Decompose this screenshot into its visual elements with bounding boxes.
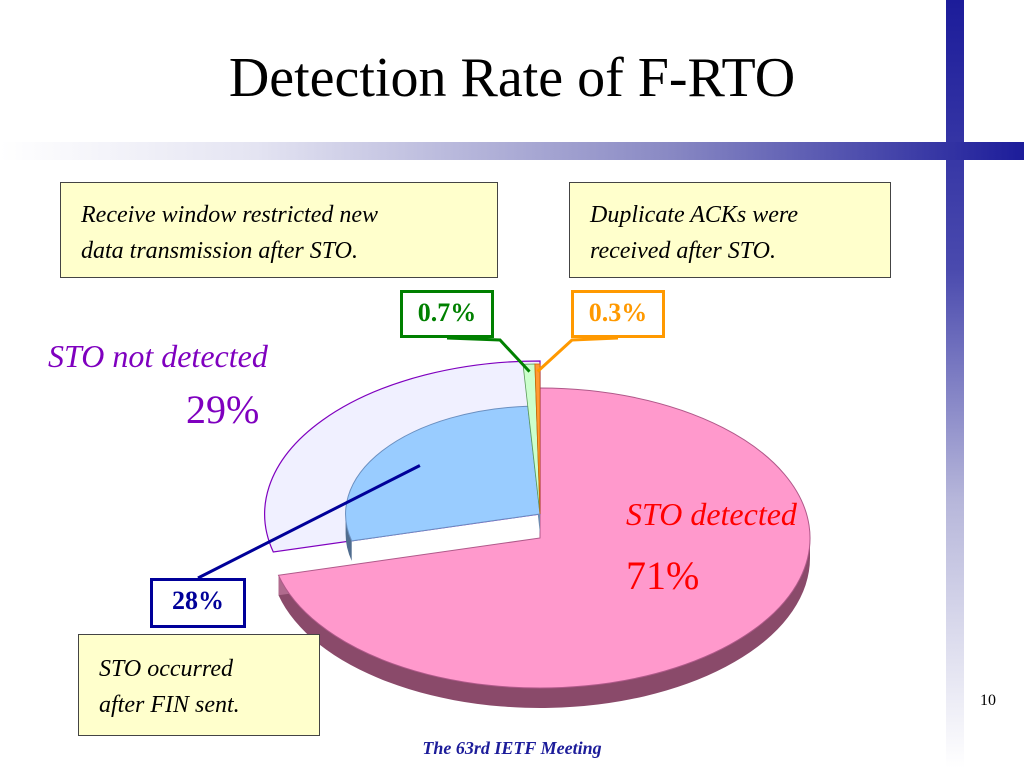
slice-label-not-detected: STO not detected [48, 338, 268, 374]
note-fin-sent: STO occurred after FIN sent. [78, 634, 320, 736]
slice-label-detected: STO detected [626, 496, 797, 532]
slice-fin [345, 405, 541, 542]
slide-title: Detection Rate of F-RTO [228, 47, 796, 109]
leader-rwnd [446, 336, 531, 373]
decor-vertical-bar [946, 0, 964, 768]
slice-value-not-detected: 29% [186, 387, 260, 432]
page-number: 10 [980, 692, 996, 709]
decor-horizontal-bar [0, 142, 1024, 160]
slice-value-detected: 71% [626, 553, 700, 598]
slice-detected [277, 387, 811, 689]
note-duplicate-acks-line-1: Duplicate ACKs were [590, 202, 798, 228]
note-duplicate-acks-line-2: received after STO. [590, 238, 776, 264]
leader-dupack [536, 336, 619, 373]
note-duplicate-acks: Duplicate ACKs were received after STO. [569, 182, 891, 278]
note-fin-sent-line-1: STO occurred [99, 656, 233, 682]
data-label-dupack: 0.3% [571, 290, 665, 338]
leader-fin [197, 464, 421, 580]
footer-text: The 63rd IETF Meeting [422, 738, 602, 758]
note-fin-sent-line-2: after FIN sent. [99, 692, 240, 718]
data-label-rwnd: 0.7% [400, 290, 494, 338]
slice-dupack [534, 363, 541, 515]
note-receive-window: Receive window restricted new data trans… [60, 182, 498, 278]
note-receive-window-line-2: data transmission after STO. [81, 238, 358, 264]
slice-fin-side [345, 514, 352, 561]
data-label-fin: 28% [150, 578, 246, 628]
note-receive-window-line-1: Receive window restricted new [81, 202, 379, 228]
